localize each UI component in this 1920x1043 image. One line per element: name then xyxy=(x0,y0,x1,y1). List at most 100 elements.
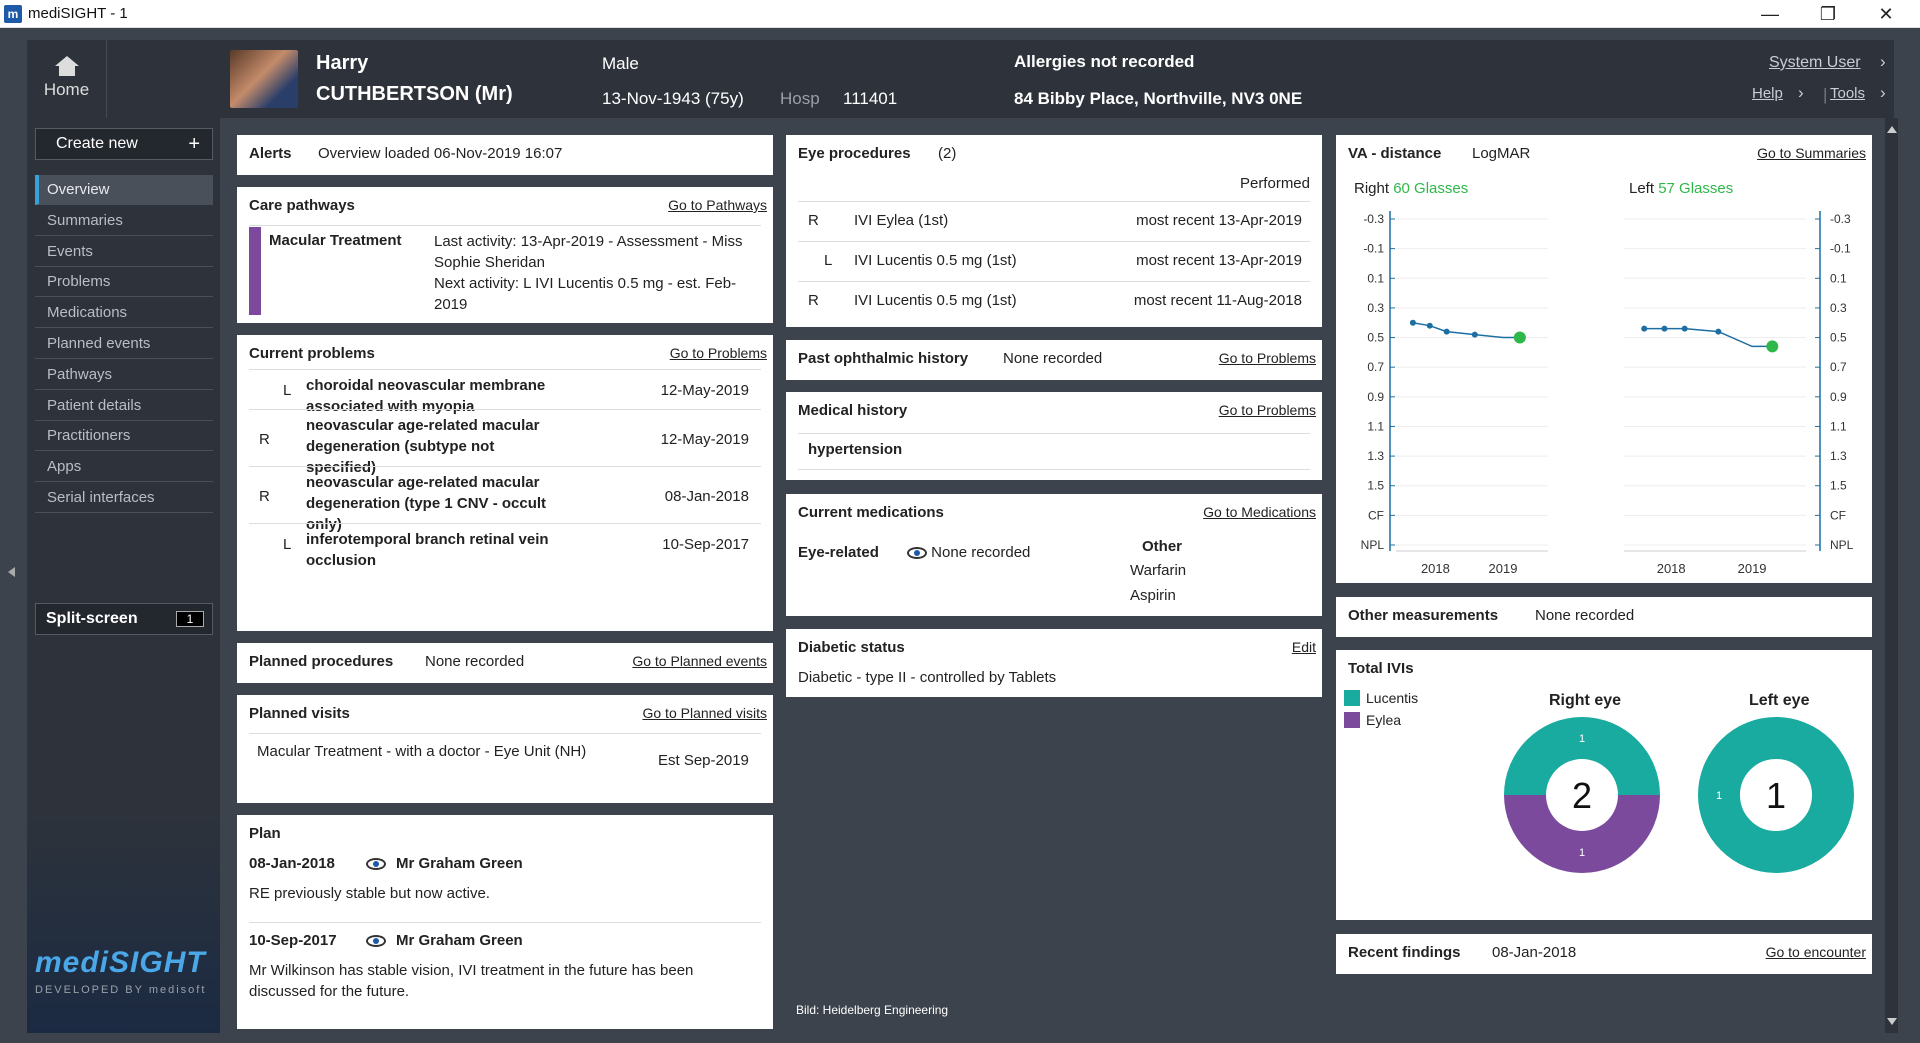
va-data-point xyxy=(1681,325,1688,332)
sidebar-item-medications[interactable]: Medications xyxy=(35,298,213,329)
go-to-problems-link[interactable]: Go to Problems xyxy=(1218,350,1316,366)
va-series-line xyxy=(1644,327,1773,348)
procedure-name: IVI Eylea (1st) xyxy=(854,212,949,229)
donut-slice-label: 1 xyxy=(1579,847,1585,859)
sidebar-item-pathways[interactable]: Pathways xyxy=(35,360,213,390)
sidebar-item-problems[interactable]: Problems xyxy=(35,267,213,298)
eye-related-label: Eye-related xyxy=(798,544,879,561)
donut-slice xyxy=(1504,717,1660,795)
minimize-icon[interactable]: — xyxy=(1761,4,1779,24)
past-ophthalmic-panel: Past ophthalmic history None recorded Go… xyxy=(786,340,1322,380)
va-y-tick-label: -0.1 xyxy=(1830,242,1851,256)
va-data-point xyxy=(1471,331,1478,338)
split-screen-label: Split-screen xyxy=(46,610,138,627)
patient-first-name: Harry xyxy=(316,52,369,74)
eye-procedure-row[interactable]: L IVI Lucentis 0.5 mg (1st) most recent 13… xyxy=(786,242,1322,282)
va-y-tick-label: -0.1 xyxy=(1363,242,1384,256)
patient-sex: Male xyxy=(602,54,639,73)
current-problems-title: Current problems xyxy=(249,345,375,362)
alerts-panel: Alerts Overview loaded 06-Nov-2019 16:07 xyxy=(237,135,773,175)
sidebar-item-planned-events[interactable]: Planned events xyxy=(35,329,213,359)
collapse-sidebar-icon[interactable] xyxy=(8,567,15,577)
plan-doctor: Mr Graham Green xyxy=(396,932,523,949)
help-link[interactable]: Help xyxy=(1752,85,1783,102)
va-y-tick-label: 0.3 xyxy=(1367,301,1384,315)
total-ivis-title: Total IVIs xyxy=(1348,660,1414,677)
va-y-tick-label: 0.7 xyxy=(1830,360,1847,374)
other-measurements-panel: Other measurements None recorded xyxy=(1336,597,1872,637)
sidebar-item-events[interactable]: Events xyxy=(35,237,213,267)
diabetic-status-value: Diabetic - type II - controlled by Table… xyxy=(798,669,1057,686)
sidebar-item-overview[interactable]: Overview xyxy=(35,175,213,205)
go-to-problems-link[interactable]: Go to Problems xyxy=(1218,402,1316,418)
medical-history-item[interactable]: hypertension xyxy=(808,441,903,458)
go-to-medications-link[interactable]: Go to Medications xyxy=(1203,504,1316,520)
go-to-pathways-link[interactable]: Go to Pathways xyxy=(668,197,767,213)
go-to-encounter-link[interactable]: Go to encounter xyxy=(1765,944,1866,960)
va-y-tick-label: 0.5 xyxy=(1830,331,1847,345)
problem-description: inferotemporal branch retinal vein occlu… xyxy=(306,531,549,569)
other-medications-label: Other xyxy=(1142,538,1183,555)
go-to-problems-link[interactable]: Go to Problems xyxy=(669,345,767,361)
system-user-link[interactable]: System User xyxy=(1769,54,1861,71)
pathway-name[interactable]: Macular Treatment xyxy=(269,232,402,249)
go-to-summaries-link[interactable]: Go to Summaries xyxy=(1757,145,1866,161)
sidebar-item-practitioners[interactable]: Practitioners xyxy=(35,421,213,452)
medical-history-panel: Medical history Go to Problems hypertens… xyxy=(786,392,1322,480)
home-button[interactable]: Home xyxy=(27,40,107,118)
home-icon xyxy=(54,56,79,76)
patient-last-name: CUTHBERTSON (Mr) xyxy=(316,83,513,105)
close-icon[interactable]: ✕ xyxy=(1878,4,1894,24)
va-y-tick-label: 0.1 xyxy=(1830,271,1847,285)
split-screen-button[interactable]: Split-screen 1 xyxy=(35,603,213,635)
eye-procedure-row[interactable]: R IVI Lucentis 0.5 mg (1st) most recent 11… xyxy=(786,282,1322,322)
eye-related-value-text: None recorded xyxy=(931,544,1031,561)
medication-item[interactable]: Warfarin xyxy=(1130,562,1187,579)
va-data-point xyxy=(1661,325,1668,332)
va-data-point xyxy=(1443,328,1450,335)
legend-swatch xyxy=(1344,690,1360,706)
care-pathways-title: Care pathways xyxy=(249,197,355,214)
row-separator xyxy=(249,466,761,467)
planned-visit-desc[interactable]: Macular Treatment - with a doctor - Eye … xyxy=(257,743,587,760)
restore-icon[interactable]: ❐ xyxy=(1819,4,1837,24)
problem-side: R xyxy=(259,430,270,448)
go-to-planned-visits-link[interactable]: Go to Planned visits xyxy=(642,705,767,721)
va-x-tick-label: 2018 xyxy=(1421,561,1450,576)
row-separator xyxy=(798,241,1310,242)
row-separator xyxy=(249,409,761,410)
edit-diabetic-status-link[interactable]: Edit xyxy=(1291,639,1316,655)
scroll-up-icon[interactable] xyxy=(1887,126,1897,133)
legend-swatch xyxy=(1344,712,1360,728)
eye-procedure-row[interactable]: R IVI Eylea (1st) most recent 13-Apr-2019 xyxy=(786,202,1322,242)
eye-procedures-panel: Eye procedures (2) Performed R IVI Eylea … xyxy=(786,135,1322,327)
va-data-point xyxy=(1426,322,1433,329)
medication-item[interactable]: Aspirin xyxy=(1130,587,1176,604)
app-icon: m xyxy=(4,5,22,23)
sidebar-item-apps[interactable]: Apps xyxy=(35,452,213,483)
create-new-button[interactable]: Create new + xyxy=(35,128,213,160)
home-label: Home xyxy=(43,80,90,99)
eye-procedures-count: (2) xyxy=(938,145,957,162)
problem-date: 12-May-2019 xyxy=(660,382,749,399)
tools-link[interactable]: Tools xyxy=(1830,85,1866,102)
sidebar-item-serial-interfaces[interactable]: Serial interfaces xyxy=(35,483,213,513)
donut-total-label: 1 xyxy=(1766,775,1786,816)
scroll-down-icon[interactable] xyxy=(1887,1018,1897,1025)
current-medications-title: Current medications xyxy=(798,504,944,521)
separator: | xyxy=(1823,85,1828,104)
planned-visits-panel: Planned visits Go to Planned visits Macu… xyxy=(237,695,773,803)
patient-dob: 13-Nov-1943 (75y) xyxy=(602,89,744,108)
sidebar-item-patient-details[interactable]: Patient details xyxy=(35,391,213,421)
page-scrollbar[interactable] xyxy=(1885,118,1898,1033)
va-data-point xyxy=(1641,325,1648,332)
go-to-planned-events-link[interactable]: Go to Planned events xyxy=(632,653,767,669)
sidebar-item-summaries[interactable]: Summaries xyxy=(35,206,213,236)
procedure-side: R xyxy=(808,292,819,309)
va-y-tick-label: -0.3 xyxy=(1830,212,1851,226)
va-data-point xyxy=(1766,340,1779,353)
